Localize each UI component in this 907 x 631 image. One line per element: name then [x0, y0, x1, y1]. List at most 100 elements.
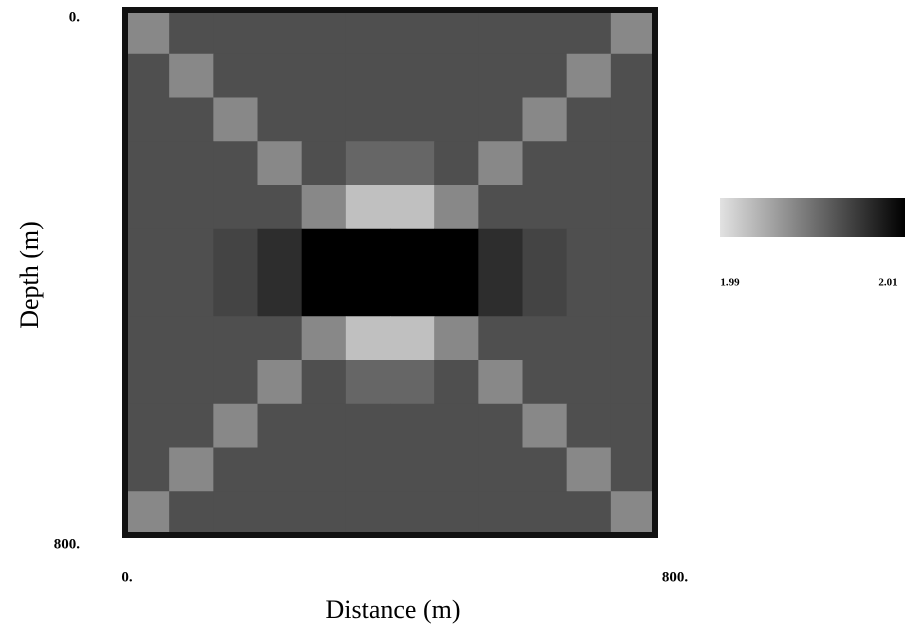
heat-cell: [478, 228, 523, 273]
heat-cell: [169, 272, 214, 317]
heat-cell: [390, 53, 435, 98]
heat-cell: [478, 10, 523, 55]
heat-cell: [478, 403, 523, 448]
heat-cell: [213, 272, 258, 317]
heat-cell: [434, 316, 479, 361]
heat-cell: [169, 360, 214, 405]
heat-cell: [301, 53, 347, 98]
heat-cell: [522, 10, 568, 55]
heat-cell: [566, 185, 612, 230]
heat-cell: [301, 403, 347, 448]
heat-cell: [301, 316, 347, 361]
heat-cell: [522, 403, 568, 448]
heat-cell: [301, 141, 347, 186]
heat-cell: [566, 141, 612, 186]
heat-cell: [478, 141, 523, 186]
colorbar-tick-label: 1.99: [720, 277, 740, 289]
x-tick-label: 800.: [662, 569, 689, 585]
heat-cell: [390, 185, 435, 230]
heat-cell: [390, 447, 435, 492]
heat-cell: [610, 272, 656, 317]
heat-cell: [345, 53, 391, 98]
heat-cell: [257, 10, 303, 55]
heat-cell: [345, 403, 391, 448]
y-tick-label: 800.: [54, 536, 81, 552]
heat-cell: [566, 316, 612, 361]
heat-cell: [390, 10, 435, 55]
heat-cell: [213, 185, 258, 230]
heat-cell: [478, 316, 523, 361]
heat-cell: [522, 228, 568, 273]
plot-frame: [122, 7, 658, 538]
heat-cell: [257, 316, 303, 361]
heat-cell: [566, 447, 612, 492]
heat-cell: [301, 447, 347, 492]
heat-cell: [169, 141, 214, 186]
heat-cell: [125, 316, 170, 361]
heat-cell: [390, 491, 435, 536]
heat-cell: [257, 360, 303, 405]
heat-cell: [522, 141, 568, 186]
heat-cell: [390, 272, 435, 317]
heat-cell: [522, 185, 568, 230]
heat-cell: [213, 97, 258, 142]
heat-cell: [566, 53, 612, 98]
heat-cell: [301, 10, 347, 55]
colorbar: [720, 198, 905, 237]
heat-cell: [301, 272, 347, 317]
heat-cell: [434, 447, 479, 492]
x-tick-label: 0.: [121, 569, 133, 585]
heat-cell: [434, 228, 479, 273]
heat-cell: [390, 403, 435, 448]
heat-cell: [610, 403, 656, 448]
heat-cell: [566, 10, 612, 55]
heat-cell: [345, 185, 391, 230]
heat-cell: [566, 228, 612, 273]
heat-cell: [522, 97, 568, 142]
heat-cell: [301, 228, 347, 273]
heat-cell: [610, 141, 656, 186]
heat-cell: [213, 403, 258, 448]
heat-cell: [125, 185, 170, 230]
heat-cell: [169, 447, 214, 492]
heat-cell: [610, 10, 656, 55]
heat-cell: [522, 316, 568, 361]
heat-cell: [478, 97, 523, 142]
heat-cell: [125, 360, 170, 405]
heat-cell: [478, 491, 523, 536]
heat-cell: [434, 272, 479, 317]
heat-cell: [125, 228, 170, 273]
heat-cell: [390, 316, 435, 361]
heat-cell: [434, 360, 479, 405]
y-tick-label: 0.: [69, 9, 81, 25]
heat-cell: [257, 53, 303, 98]
heat-cell: [345, 360, 391, 405]
heat-cell: [257, 491, 303, 536]
heat-cell: [522, 53, 568, 98]
heat-cell: [522, 447, 568, 492]
heat-cell: [125, 403, 170, 448]
heat-cell: [610, 447, 656, 492]
heat-cell: [345, 491, 391, 536]
heat-cell: [566, 491, 612, 536]
heat-cell: [345, 141, 391, 186]
heat-cell: [301, 491, 347, 536]
heat-cell: [478, 185, 523, 230]
heat-cell: [213, 53, 258, 98]
heat-cell: [434, 491, 479, 536]
heat-cell: [434, 53, 479, 98]
heat-cell: [478, 447, 523, 492]
heat-cell: [257, 228, 303, 273]
heat-cell: [390, 360, 435, 405]
heat-cell: [125, 272, 170, 317]
heat-cell: [169, 316, 214, 361]
heat-cell: [125, 141, 170, 186]
heat-cell: [169, 403, 214, 448]
heat-cell: [213, 228, 258, 273]
heat-cell: [610, 491, 656, 536]
heat-cell: [434, 97, 479, 142]
heat-cell: [390, 141, 435, 186]
plot-area: [125, 10, 656, 536]
heat-cell: [390, 228, 435, 273]
